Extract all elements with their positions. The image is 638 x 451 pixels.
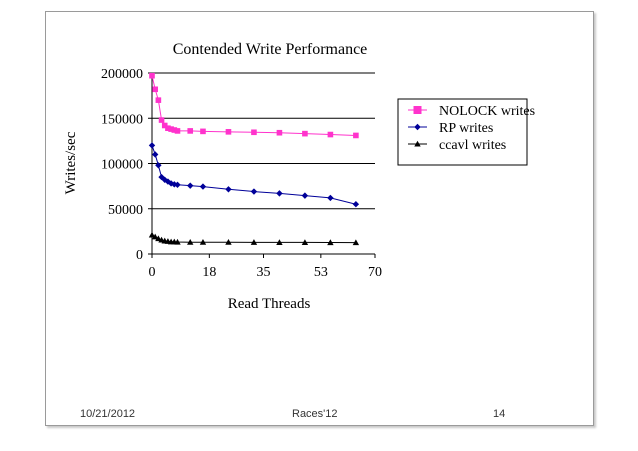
data-point xyxy=(276,129,283,136)
data-point xyxy=(250,239,258,245)
x-tick-label: 18 xyxy=(202,265,216,280)
slide: Contended Write Performance 0 50000 100000… xyxy=(45,11,594,426)
line-chart: Contended Write Performance 0 50000 100000… xyxy=(63,41,535,312)
x-tick-labels: 0 18 35 53 70 xyxy=(149,265,383,280)
legend-marker xyxy=(414,140,421,147)
data-point xyxy=(174,181,181,188)
y-tick-label: 0 xyxy=(136,248,143,263)
data-point xyxy=(199,239,207,245)
footer-center: Races'12 xyxy=(292,408,338,420)
axes xyxy=(148,72,376,258)
data-point xyxy=(225,129,232,135)
data-point xyxy=(276,239,283,245)
data-point xyxy=(327,194,334,202)
y-tick-labels: 0 50000 100000 150000 200000 xyxy=(101,67,143,263)
y-axis-label: Writes/sec xyxy=(63,131,79,194)
data-point xyxy=(174,128,181,134)
data-point xyxy=(187,128,194,134)
legend-marker xyxy=(413,106,422,114)
data-point xyxy=(151,151,159,158)
footer-date: 10/21/2012 xyxy=(80,408,136,420)
data-point xyxy=(155,162,162,169)
series-line xyxy=(151,75,356,136)
data-point xyxy=(302,130,308,137)
data-point xyxy=(301,192,309,199)
data-point xyxy=(148,231,156,238)
data-point xyxy=(352,239,360,246)
data-point xyxy=(301,239,309,245)
data-point xyxy=(187,182,194,189)
data-point xyxy=(161,122,168,129)
y-tick-label: 200000 xyxy=(101,67,143,82)
legend: NOLOCK writes RP writes ccavl writes xyxy=(397,98,535,166)
x-tick-label: 35 xyxy=(257,265,271,280)
data-point xyxy=(250,188,258,195)
grid-lines xyxy=(152,72,375,210)
data-point xyxy=(200,128,206,135)
data-point xyxy=(225,186,232,193)
x-tick-label: 53 xyxy=(314,265,328,280)
data-point xyxy=(353,132,359,139)
series-square xyxy=(149,72,359,139)
data-point xyxy=(148,142,156,149)
y-tick-label: 50000 xyxy=(108,203,143,218)
data-point xyxy=(225,239,232,245)
legend-entry: ccavl writes xyxy=(439,138,506,153)
series-triangle xyxy=(148,231,360,246)
data-point xyxy=(165,125,171,132)
series-line xyxy=(151,145,357,205)
data-point xyxy=(171,127,178,133)
x-axis-label: Read Threads xyxy=(228,296,311,312)
y-tick-label: 150000 xyxy=(101,112,143,127)
x-tick-label: 0 xyxy=(149,265,156,280)
legend-entry: RP writes xyxy=(439,121,493,136)
data-point xyxy=(149,72,155,79)
data-point xyxy=(168,126,174,132)
series-diamond xyxy=(148,142,360,208)
footer-page-number: 14 xyxy=(493,408,506,420)
data-point xyxy=(155,97,162,103)
data-point xyxy=(199,183,207,190)
data-point xyxy=(276,190,283,197)
data-point xyxy=(158,117,165,123)
data-point xyxy=(151,233,159,240)
data-point xyxy=(187,239,194,245)
series-group xyxy=(148,72,360,246)
y-tick-label: 100000 xyxy=(101,158,143,173)
data-point xyxy=(251,129,257,136)
data-point xyxy=(352,201,360,208)
data-point xyxy=(174,238,181,245)
chart-title: Contended Write Performance xyxy=(173,41,368,58)
data-point xyxy=(152,86,158,93)
data-point xyxy=(327,239,334,246)
x-tick-label: 70 xyxy=(368,265,382,280)
legend-entry: NOLOCK writes xyxy=(439,104,535,119)
data-point xyxy=(327,131,334,138)
